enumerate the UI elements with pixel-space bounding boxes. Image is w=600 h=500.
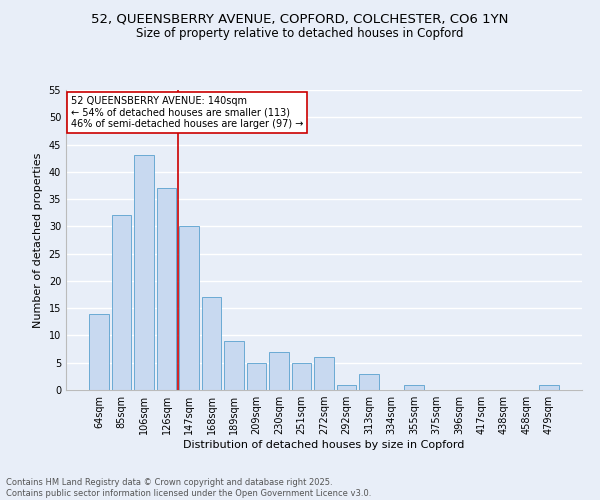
Text: Size of property relative to detached houses in Copford: Size of property relative to detached ho… (136, 28, 464, 40)
Bar (89, 314, 109, 390)
Text: Contains HM Land Registry data © Crown copyright and database right 2025.
Contai: Contains HM Land Registry data © Crown c… (6, 478, 371, 498)
Y-axis label: Number of detached properties: Number of detached properties (33, 152, 43, 328)
Bar (269, 352, 289, 390)
Bar (179, 226, 199, 390)
Bar (314, 358, 334, 390)
Bar (157, 188, 176, 390)
Bar (112, 216, 131, 390)
Bar (292, 362, 311, 390)
Bar (404, 384, 424, 390)
Bar (247, 362, 266, 390)
Bar (359, 374, 379, 390)
Bar (134, 156, 154, 390)
Bar (224, 341, 244, 390)
Bar (539, 384, 559, 390)
Bar (337, 384, 356, 390)
Bar (202, 298, 221, 390)
Text: 52 QUEENSBERRY AVENUE: 140sqm
← 54% of detached houses are smaller (113)
46% of : 52 QUEENSBERRY AVENUE: 140sqm ← 54% of d… (71, 96, 304, 129)
X-axis label: Distribution of detached houses by size in Copford: Distribution of detached houses by size … (184, 440, 464, 450)
Text: 52, QUEENSBERRY AVENUE, COPFORD, COLCHESTER, CO6 1YN: 52, QUEENSBERRY AVENUE, COPFORD, COLCHES… (91, 12, 509, 26)
